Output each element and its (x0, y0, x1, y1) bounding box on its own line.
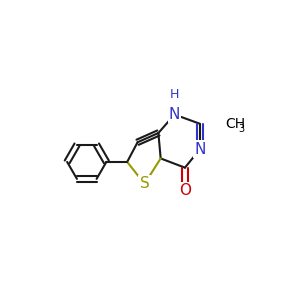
Text: CH: CH (225, 117, 245, 131)
Text: S: S (140, 176, 149, 191)
Text: O: O (179, 183, 191, 198)
Text: N: N (169, 107, 180, 122)
Text: H: H (170, 88, 179, 101)
Text: 3: 3 (239, 124, 245, 134)
Text: N: N (194, 142, 206, 157)
